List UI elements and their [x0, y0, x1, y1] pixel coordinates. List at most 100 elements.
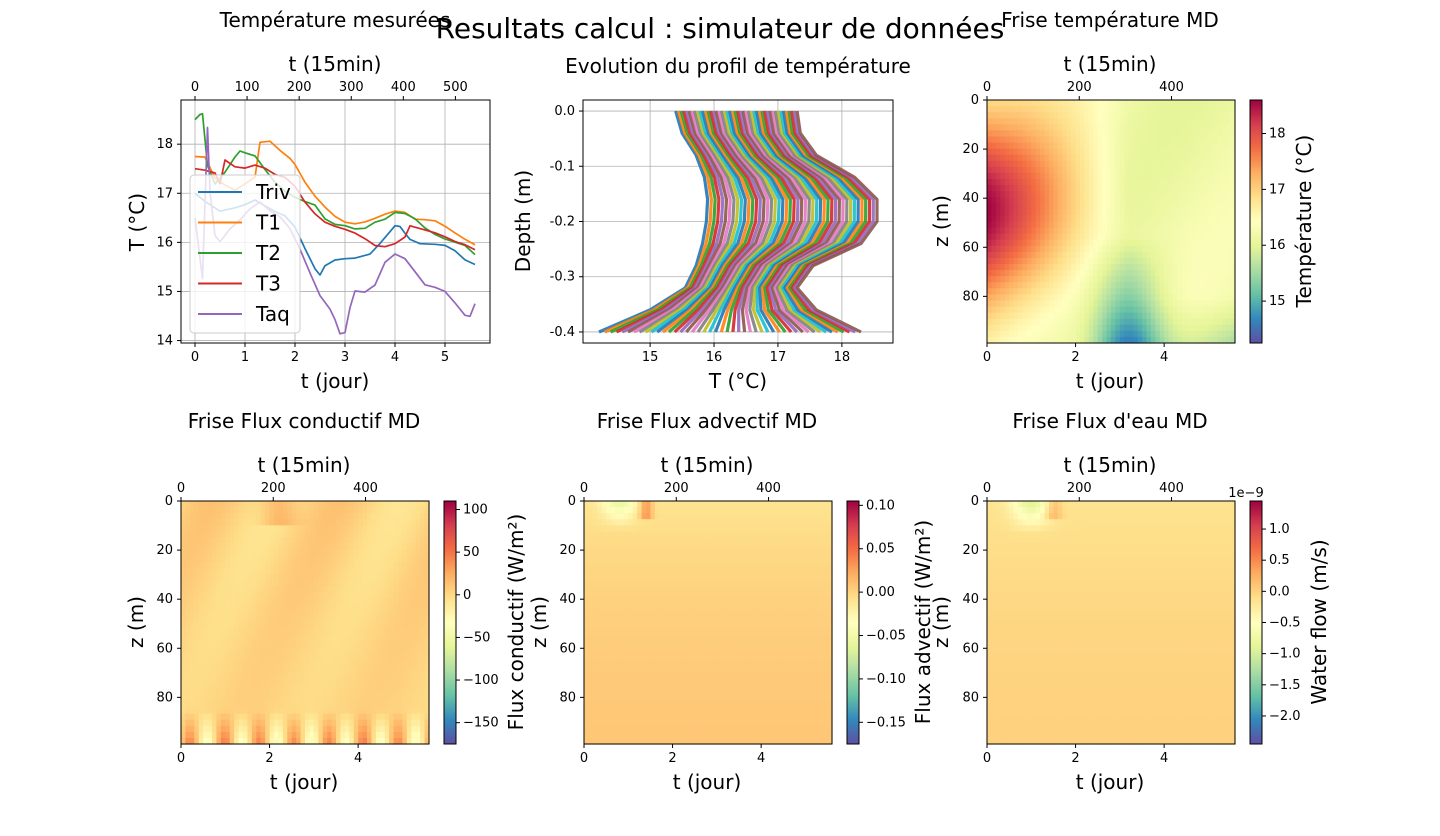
heatmap-cell: [1035, 306, 1041, 314]
heatmap-cell: [353, 537, 359, 545]
heatmap-cell: [406, 592, 412, 599]
heatmap-cell: [353, 573, 359, 581]
heatmap-cell: [203, 592, 209, 599]
heatmap-cell: [194, 525, 200, 532]
heatmap-cell: [411, 671, 417, 678]
heatmap-cell: [1146, 336, 1152, 344]
heatmap-cell: [349, 634, 355, 642]
heatmap-cell: [362, 701, 368, 709]
x-tick-label: 2: [291, 350, 299, 365]
heatmap-cell: [1199, 270, 1205, 277]
heatmap-cell: [282, 677, 288, 684]
heatmap-cell: [296, 586, 302, 593]
heatmap-cell: [1066, 264, 1072, 271]
heatmap-cell: [203, 616, 209, 624]
profile-line: [763, 110, 834, 334]
heatmap-cell: [402, 616, 408, 624]
heatmap-cell: [238, 579, 244, 587]
heatmap-cell: [1190, 276, 1196, 283]
heatmap-cell: [1217, 197, 1223, 204]
heatmap-cell: [256, 579, 262, 587]
heatmap-cell: [220, 507, 226, 514]
heatmap-cell: [380, 561, 386, 569]
heatmap-cell: [406, 567, 412, 575]
heatmap-cell: [1115, 288, 1121, 295]
heatmap-cell: [220, 628, 226, 636]
heatmap-cell: [1146, 136, 1152, 144]
panel-title: Frise température MD: [1001, 8, 1219, 32]
heatmap-cell: [247, 725, 253, 733]
heatmap-cell: [375, 579, 381, 587]
heatmap-cell: [296, 695, 302, 703]
heatmap-cell: [1053, 264, 1059, 271]
heatmap-cell: [260, 701, 266, 709]
heatmap-cell: [1155, 288, 1161, 295]
heatmap-cell: [588, 725, 594, 733]
heatmap-cell: [584, 646, 590, 654]
heatmap-cell: [287, 561, 293, 569]
heatmap-cell: [398, 707, 404, 715]
heatmap-cell: [358, 646, 364, 654]
heatmap-cell: [260, 501, 266, 508]
heatmap-cell: [398, 683, 404, 690]
heatmap-cell: [336, 677, 342, 684]
heatmap-cell: [1115, 154, 1121, 162]
heatmap-cell: [1146, 106, 1152, 113]
heatmap-cell: [592, 640, 598, 648]
heatmap-cell: [406, 719, 412, 727]
heatmap-cell: [274, 586, 280, 593]
heatmap-cell: [362, 683, 368, 690]
heatmap-cell: [1075, 203, 1081, 210]
heatmap-cell: [375, 598, 381, 605]
heatmap-cell: [322, 671, 328, 678]
heatmap-cell: [1190, 257, 1196, 265]
heatmap-cell: [367, 713, 373, 721]
heatmap-cell: [313, 695, 319, 703]
heatmap-cell: [1084, 233, 1090, 241]
heatmap-cell: [1208, 166, 1214, 174]
heatmap-cell: [322, 543, 328, 551]
x-tick-label: 2: [1071, 350, 1079, 365]
heatmap-cell: [194, 598, 200, 605]
heatmap-cell: [1150, 318, 1156, 326]
heatmap-cell: [1062, 178, 1068, 186]
heatmap-cell: [318, 616, 324, 624]
heatmap-cell: [331, 628, 337, 636]
heatmap-cell: [1204, 245, 1210, 253]
heatmap-cell: [322, 501, 328, 508]
heatmap-cell: [212, 725, 218, 733]
heatmap-cell: [318, 549, 324, 557]
heatmap-cell: [367, 555, 373, 563]
heatmap-cell: [1071, 209, 1077, 217]
heatmap-cell: [238, 695, 244, 703]
heatmap-cell: [1208, 245, 1214, 253]
heatmap-cell: [406, 604, 412, 611]
heatmap-cell: [238, 646, 244, 654]
heatmap-cell: [1093, 136, 1099, 144]
heatmap-cell: [1146, 324, 1152, 332]
heatmap-cell: [336, 640, 342, 648]
heatmap-cell: [1155, 312, 1161, 320]
heatmap-cell: [991, 172, 997, 180]
heatmap-cell: [592, 677, 598, 684]
heatmap-cell: [1173, 124, 1179, 131]
heatmap-cell: [1146, 233, 1152, 241]
profile-line: [638, 110, 736, 334]
heatmap-cell: [1155, 203, 1161, 210]
heatmap-cell: [322, 707, 328, 715]
x-axis-label: t (jour): [301, 369, 370, 393]
heatmap-cell: [1071, 118, 1077, 125]
heatmap-cell: [1004, 130, 1010, 138]
heatmap-cell: [991, 270, 997, 277]
heatmap-cell: [1035, 227, 1041, 235]
heatmap-cell: [238, 731, 244, 739]
heatmap-cell: [406, 622, 412, 630]
heatmap-cell: [1111, 106, 1117, 113]
heatmap-cell: [300, 543, 306, 551]
heatmap-cell: [1040, 160, 1046, 168]
heatmap-cell: [313, 501, 319, 508]
heatmap-cell: [402, 707, 408, 715]
heatmap-cell: [313, 707, 319, 715]
heatmap-cell: [274, 513, 280, 520]
heatmap-cell: [327, 622, 333, 630]
